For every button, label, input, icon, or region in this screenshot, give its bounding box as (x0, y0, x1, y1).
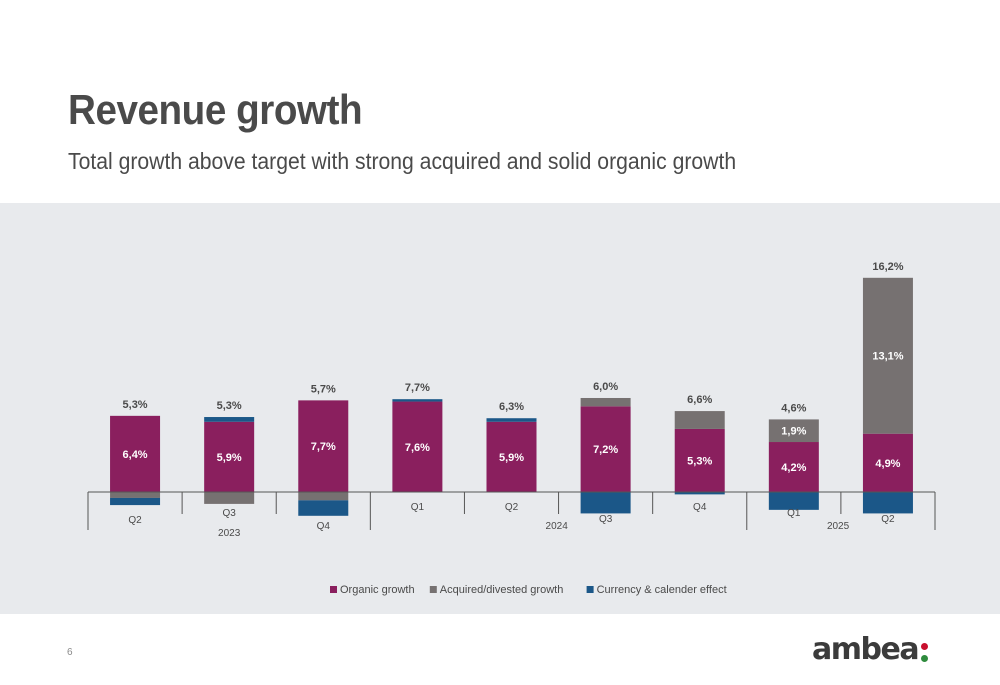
bar-acquired-5 (580, 397, 631, 407)
legend-swatch (586, 586, 594, 593)
legend-swatch (429, 586, 437, 593)
revenue-growth-chart: 6,4% 5,3% 5,9% 5,3% 7,7% 5,7% 7,6% 7,7% 5,9% 6,3%… (87, 261, 936, 596)
total-label: 6,3% (499, 401, 524, 413)
tick-label: Q3 (222, 508, 236, 519)
tick-label: Q2 (128, 515, 142, 526)
data-label: 7,2% (593, 444, 618, 456)
bar-organic-0 (110, 415, 161, 492)
data-label: 5,9% (217, 452, 242, 464)
total-label: 6,6% (687, 394, 712, 406)
bar-acquired-6 (674, 411, 725, 429)
legend-swatch (330, 586, 337, 593)
bar-currency-6 (674, 492, 725, 495)
bar-currency-8 (862, 492, 913, 514)
tick-label: Q2 (881, 514, 895, 525)
bar-currency-7 (768, 492, 819, 510)
bar-organic-8 (862, 433, 913, 492)
bar-organic-2 (298, 400, 349, 492)
bar-acquired-8 (862, 277, 913, 434)
bar-acquired-0 (110, 492, 161, 498)
tick-label: Q1 (411, 502, 425, 513)
data-label: 1,9% (781, 426, 806, 438)
data-label: 6,4% (123, 449, 148, 461)
data-label: 5,9% (499, 452, 524, 464)
logo-dots-icon (921, 642, 929, 662)
tick-label: Q2 (505, 502, 519, 513)
page-subtitle: Total growth above target with strong ac… (68, 148, 737, 174)
bar-organic-6 (674, 428, 725, 492)
bar-organic-1 (204, 421, 255, 492)
bar-currency-1 (204, 417, 255, 422)
total-label: 5,3% (123, 399, 148, 411)
chart-panel: 6,4% 5,3% 5,9% 5,3% 7,7% 5,7% 7,6% 7,7% 5,9% 6,3%… (0, 203, 1000, 614)
data-label: 7,6% (405, 442, 430, 454)
page-number: 6 (67, 647, 73, 658)
data-label: 7,7% (311, 441, 336, 453)
bar-organic-3 (392, 401, 443, 492)
year-label: 2024 (546, 521, 569, 532)
legend-item: Organic growth (340, 584, 415, 596)
data-label: 4,2% (781, 462, 806, 474)
year-label: 2025 (827, 521, 850, 532)
tick-label: Q3 (599, 514, 613, 525)
bar-organic-4 (486, 421, 537, 492)
tick-label: Q4 (693, 502, 707, 513)
total-label: 16,2% (872, 261, 903, 273)
bar-organic-7 (768, 442, 819, 492)
total-label: 5,3% (217, 400, 242, 412)
bar-currency-4 (486, 418, 537, 422)
logo-wordmark: ambea (812, 631, 920, 667)
total-label: 5,7% (311, 383, 336, 395)
data-label: 4,9% (875, 458, 900, 470)
total-label: 7,7% (405, 382, 430, 394)
ambea-logo: ambea (812, 631, 929, 667)
tick-label: Q1 (787, 508, 801, 519)
bar-currency-2 (298, 500, 349, 516)
data-label: 13,1% (872, 351, 903, 363)
legend-item: Acquired/divested growth (440, 584, 564, 596)
page-title: Revenue growth (68, 86, 363, 133)
bar-currency-3 (392, 399, 443, 402)
data-label: 5,3% (687, 455, 712, 467)
bar-acquired-2 (298, 492, 349, 501)
bar-organic-5 (580, 406, 631, 492)
tick-label: Q4 (317, 521, 331, 532)
bar-currency-0 (110, 497, 161, 506)
total-label: 4,6% (781, 402, 806, 414)
legend-item: Currency & calender effect (597, 584, 727, 596)
total-label: 6,0% (593, 381, 618, 393)
year-label: 2023 (218, 528, 241, 539)
bar-acquired-1 (204, 492, 255, 504)
bar-currency-5 (580, 492, 631, 514)
bar-acquired-7 (768, 419, 819, 443)
